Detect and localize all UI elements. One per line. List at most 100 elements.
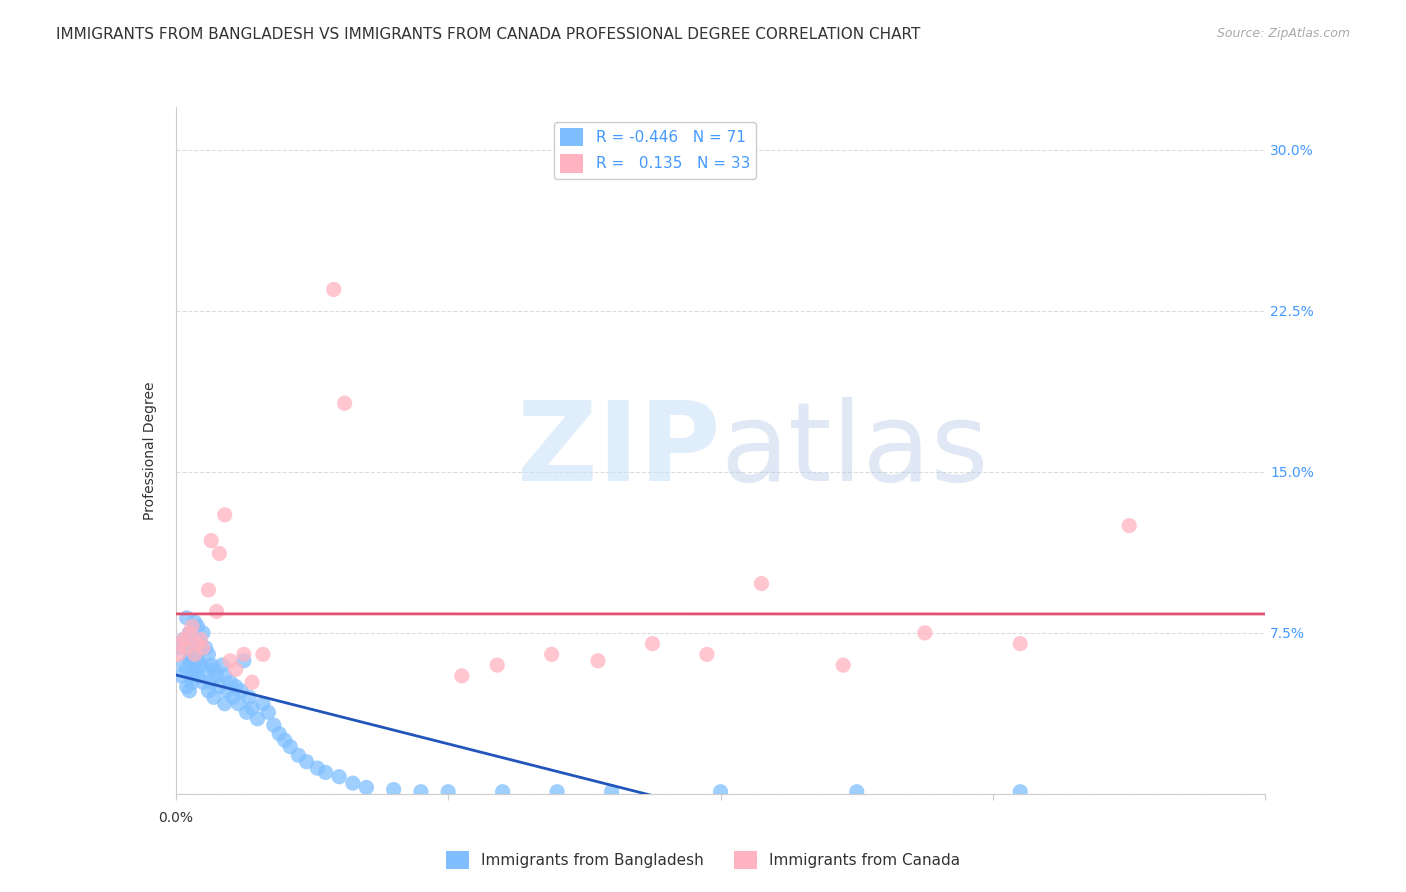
Point [214, 697, 236, 711]
Point [710, 785, 733, 799]
Point [356, 780, 378, 795]
Point [184, 648, 207, 662]
Point [191, 640, 214, 655]
Point [751, 576, 773, 591]
Point [246, 712, 269, 726]
Point [263, 718, 285, 732]
Point [170, 669, 193, 683]
Point [832, 658, 855, 673]
Point [208, 680, 231, 694]
Point [914, 626, 936, 640]
Legend: R = -0.446   N = 71, R =   0.135   N = 33: R = -0.446 N = 71, R = 0.135 N = 33 [554, 121, 756, 178]
Point [176, 611, 198, 625]
Point [179, 626, 201, 640]
Point [231, 683, 253, 698]
Point [586, 654, 609, 668]
Point [186, 619, 209, 633]
Point [1118, 518, 1140, 533]
Point [274, 733, 297, 747]
Point [696, 648, 718, 662]
Point [240, 675, 263, 690]
Point [173, 632, 195, 647]
Point [205, 669, 228, 683]
Point [184, 615, 207, 630]
Point [181, 669, 204, 683]
Point [173, 632, 195, 647]
Point [269, 727, 291, 741]
Point [181, 637, 204, 651]
Point [235, 706, 257, 720]
Text: IMMIGRANTS FROM BANGLADESH VS IMMIGRANTS FROM CANADA PROFESSIONAL DEGREE CORRELA: IMMIGRANTS FROM BANGLADESH VS IMMIGRANTS… [56, 27, 921, 42]
Point [194, 662, 217, 676]
Point [202, 662, 225, 676]
Point [1010, 637, 1032, 651]
Point [173, 658, 195, 673]
Point [200, 675, 222, 690]
Point [257, 706, 280, 720]
Point [252, 648, 274, 662]
Point [191, 626, 214, 640]
Point [295, 755, 318, 769]
Point [225, 662, 247, 676]
Point [214, 508, 236, 522]
Point [186, 637, 209, 651]
Point [194, 640, 217, 655]
Point [197, 683, 219, 698]
Text: Source: ZipAtlas.com: Source: ZipAtlas.com [1216, 27, 1350, 40]
Point [170, 637, 193, 651]
Point [179, 648, 201, 662]
Point [179, 654, 201, 668]
Point [191, 675, 214, 690]
Point [184, 654, 207, 668]
Text: ZIP: ZIP [517, 397, 721, 504]
Y-axis label: Professional Degree: Professional Degree [143, 381, 157, 520]
Point [437, 785, 460, 799]
Point [176, 662, 198, 676]
Point [222, 690, 245, 705]
Point [219, 675, 242, 690]
Point [540, 648, 562, 662]
Point [232, 648, 254, 662]
Point [186, 651, 209, 665]
Text: atlas: atlas [721, 397, 988, 504]
Point [333, 396, 356, 410]
Point [211, 658, 233, 673]
Point [200, 533, 222, 548]
Point [179, 626, 201, 640]
Point [167, 648, 190, 662]
Point [167, 640, 190, 655]
Point [287, 748, 309, 763]
Point [315, 765, 337, 780]
Point [225, 680, 247, 694]
Point [188, 632, 211, 647]
Point [641, 637, 664, 651]
Point [240, 701, 263, 715]
Point [197, 582, 219, 597]
Point [546, 785, 568, 799]
Point [214, 669, 236, 683]
Point [208, 546, 231, 561]
Point [238, 690, 260, 705]
Point [188, 658, 211, 673]
Point [181, 619, 204, 633]
Point [307, 761, 329, 775]
Point [219, 654, 242, 668]
Point [492, 785, 515, 799]
Point [486, 658, 509, 673]
Point [217, 683, 239, 698]
Point [202, 690, 225, 705]
Point [409, 785, 432, 799]
Point [232, 654, 254, 668]
Point [328, 770, 350, 784]
Point [184, 648, 207, 662]
Point [176, 640, 198, 655]
Legend: Immigrants from Bangladesh, Immigrants from Canada: Immigrants from Bangladesh, Immigrants f… [440, 845, 966, 875]
Point [278, 739, 301, 754]
Point [252, 697, 274, 711]
Point [188, 637, 211, 651]
Point [228, 697, 250, 711]
Text: 0.0%: 0.0% [159, 811, 193, 825]
Point [179, 683, 201, 698]
Point [205, 604, 228, 618]
Point [382, 782, 405, 797]
